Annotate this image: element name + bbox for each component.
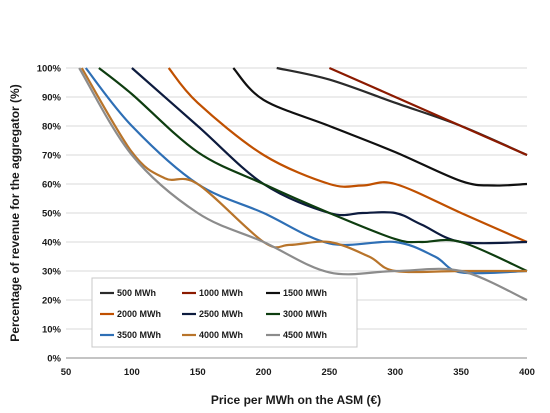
legend-label: 2000 MWh bbox=[117, 309, 161, 319]
legend-label: 3500 MWh bbox=[117, 330, 161, 340]
series-line-3 bbox=[167, 67, 528, 244]
legend-label: 4000 MWh bbox=[199, 330, 243, 340]
y-tick-label: 70% bbox=[42, 151, 62, 162]
legend-label: 1500 MWh bbox=[283, 288, 327, 298]
y-axis-title: Percentage of revenue for the aggregator… bbox=[8, 84, 22, 341]
series-line-2 bbox=[232, 67, 528, 187]
series-line-4 bbox=[131, 67, 528, 245]
legend-label: 1000 MWh bbox=[199, 288, 243, 298]
x-tick-label: 300 bbox=[387, 367, 403, 378]
y-tick-label: 20% bbox=[42, 296, 62, 307]
x-tick-label: 50 bbox=[61, 367, 72, 378]
legend-label: 3000 MWh bbox=[283, 309, 327, 319]
y-tick-label: 30% bbox=[42, 267, 62, 278]
y-tick-labels: 0% 10% 20% 30% 40% 50% 60% 70% 80% 90% 100% bbox=[37, 64, 62, 365]
series-line-1 bbox=[328, 66, 528, 157]
series-line-8 bbox=[78, 67, 528, 302]
series-lines bbox=[78, 66, 528, 302]
y-tick-label: 60% bbox=[42, 180, 62, 191]
y-tick-label: 0% bbox=[47, 354, 61, 365]
y-tick-label: 50% bbox=[42, 209, 62, 220]
y-tick-label: 100% bbox=[37, 64, 62, 75]
x-tick-label: 100 bbox=[124, 367, 140, 378]
y-tick-label: 80% bbox=[42, 122, 62, 133]
legend-label: 2500 MWh bbox=[199, 309, 243, 319]
x-tick-label: 200 bbox=[256, 367, 272, 378]
x-tick-label: 350 bbox=[453, 367, 469, 378]
series-line-7 bbox=[80, 67, 527, 274]
legend-label: 4500 MWh bbox=[283, 330, 327, 340]
x-tick-labels: 50 100 150 200 250 300 350 400 bbox=[61, 367, 535, 378]
y-tick-label: 90% bbox=[42, 93, 62, 104]
y-tick-label: 40% bbox=[42, 238, 62, 249]
legend-box bbox=[91, 277, 358, 348]
x-tick-label: 250 bbox=[321, 367, 337, 378]
series-line-5 bbox=[98, 67, 528, 273]
x-tick-label: 400 bbox=[519, 367, 535, 378]
legend-label: 500 MWh bbox=[117, 288, 156, 298]
legend: 500 MWh 1000 MWh 1500 MWh 2000 MWh 2500 MWh 3… bbox=[91, 277, 358, 348]
y-tick-label: 10% bbox=[42, 325, 62, 336]
x-axis-title: Price per MWh on the ASM (€) bbox=[211, 393, 381, 407]
series-line-0 bbox=[276, 66, 528, 157]
x-tick-label: 150 bbox=[190, 367, 206, 378]
